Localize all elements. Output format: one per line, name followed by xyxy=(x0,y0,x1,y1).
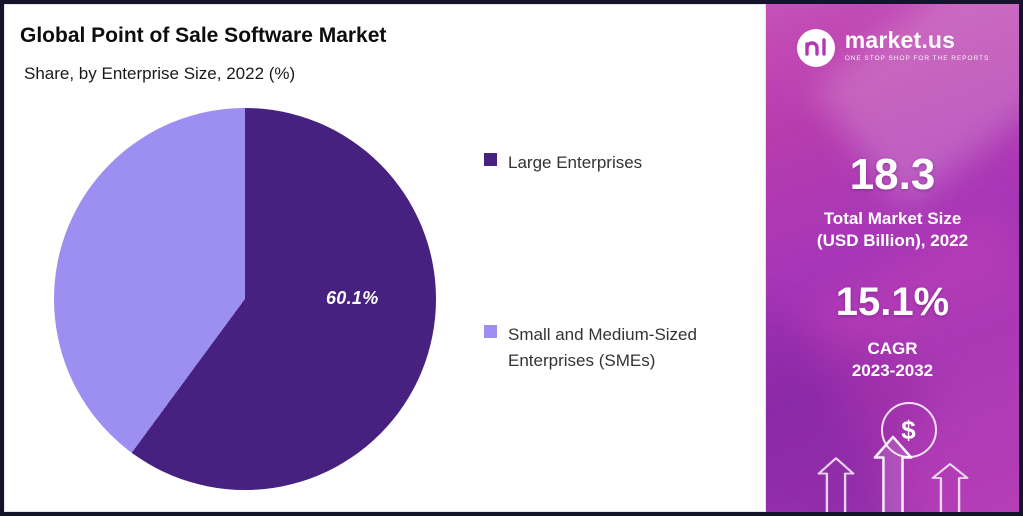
brand-side-panel: market.us ONE STOP SHOP FOR THE REPORTS … xyxy=(766,4,1019,512)
growth-arrow-icon xyxy=(930,462,970,512)
brand-name: market.us xyxy=(844,27,956,53)
stat-market-size-value: 18.3 xyxy=(849,150,936,199)
brand-logo: market.us ONE STOP SHOP FOR THE REPORTS xyxy=(766,28,1019,73)
legend-label-smes: Small and Medium-Sized Enterprises (SMEs… xyxy=(508,325,697,370)
pie-data-label: 60.1% xyxy=(326,288,379,308)
chart-subtitle: Share, by Enterprise Size, 2022 (%) xyxy=(24,64,296,83)
pie-chart xyxy=(54,108,436,490)
growth-arrow-icon xyxy=(816,456,856,512)
stat-market-size-label: Total Market Size (USD Billion), 2022 xyxy=(816,209,969,251)
legend-marker-large-enterprises-icon xyxy=(484,153,497,166)
marketus-logo-icon xyxy=(796,28,836,73)
legend-label-large-enterprises: Large Enterprises xyxy=(508,153,643,172)
page-title: Global Point of Sale Software Market xyxy=(20,24,387,47)
brand-tagline: ONE STOP SHOP FOR THE REPORTS xyxy=(844,55,990,63)
brand-text: market.us ONE STOP SHOP FOR THE REPORTS xyxy=(845,28,990,62)
growth-arrow-icon xyxy=(872,434,914,512)
legend-marker-smes-icon xyxy=(484,325,497,338)
stat-cagr-label: CAGR 2023-2032 xyxy=(851,339,934,381)
stat-cagr-value: 15.1% xyxy=(835,280,950,324)
chart-section: Global Point of Sale Software Market Sha… xyxy=(4,4,766,512)
growth-arrows xyxy=(766,434,1019,512)
legend-item-large-enterprises: Large Enterprises xyxy=(484,150,642,176)
legend-item-smes: Small and Medium-Sized Enterprises (SMEs… xyxy=(484,322,760,373)
